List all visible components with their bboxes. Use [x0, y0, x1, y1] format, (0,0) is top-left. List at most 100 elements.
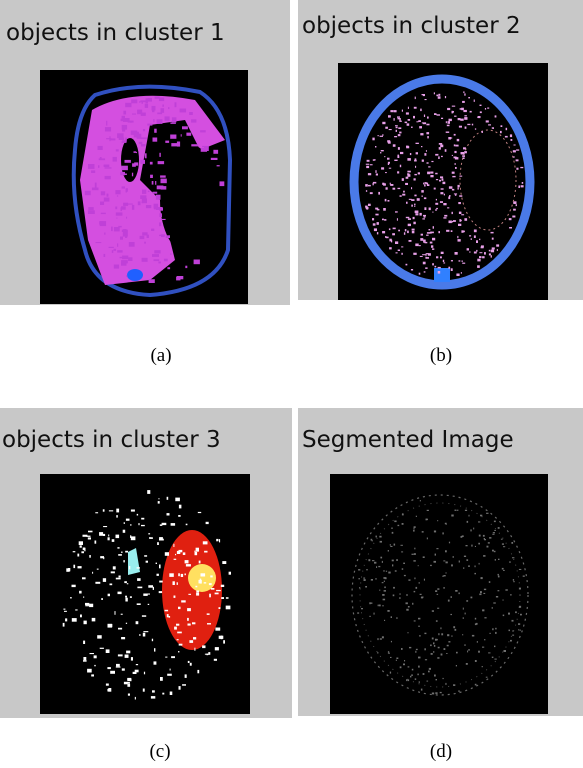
speckle [482, 256, 485, 258]
speckle [403, 664, 405, 666]
speckle [189, 112, 193, 115]
speckle [78, 566, 82, 568]
speckle [498, 576, 500, 578]
speckle [388, 572, 390, 574]
speckle [439, 180, 441, 182]
speckle [395, 241, 398, 244]
speckle [464, 151, 467, 153]
speckle [471, 597, 473, 599]
speckle [104, 254, 106, 257]
speckle [385, 172, 387, 173]
speckle [382, 582, 384, 583]
speckle [415, 166, 416, 168]
speckle [121, 614, 123, 615]
speckle [431, 245, 433, 248]
speckle [487, 108, 489, 109]
speckle [454, 151, 456, 153]
speckle [429, 208, 431, 211]
speckle [438, 271, 441, 274]
speckle [418, 657, 421, 659]
speckle [204, 582, 207, 583]
speckle [427, 184, 430, 186]
speckle [455, 167, 457, 169]
speckle [509, 218, 512, 220]
speckle [418, 666, 420, 668]
speckle [100, 221, 106, 226]
speckle [378, 605, 379, 607]
speckle [402, 568, 404, 570]
speckle [474, 230, 477, 233]
speckle [179, 550, 183, 552]
speckle [423, 183, 424, 185]
speckle [206, 654, 208, 656]
speckle [117, 250, 122, 252]
speckle [523, 576, 525, 577]
speckle [423, 240, 424, 243]
speckle [366, 164, 369, 165]
speckle [436, 95, 438, 97]
speckle [482, 131, 483, 133]
speckle [161, 234, 165, 237]
speckle [425, 242, 428, 243]
speckle [457, 139, 460, 141]
speckle [431, 653, 433, 655]
speckle [455, 163, 456, 165]
speckle [201, 573, 206, 576]
speckle [105, 176, 111, 179]
speckle [158, 161, 165, 164]
speckle [408, 632, 409, 633]
speckle [388, 162, 390, 164]
speckle [394, 521, 396, 523]
speckle [400, 593, 401, 595]
speckle [81, 551, 84, 553]
speckle [125, 234, 127, 238]
caption: (d) [430, 741, 452, 762]
speckle [454, 134, 456, 136]
speckle [202, 645, 205, 648]
speckle [406, 202, 408, 204]
speckle [391, 528, 392, 529]
speckle [435, 209, 436, 211]
speckle [407, 158, 411, 161]
speckle [178, 573, 180, 576]
speckle [414, 578, 415, 580]
speckle [357, 612, 359, 613]
speckle [445, 550, 447, 552]
speckle [126, 188, 128, 192]
speckle [375, 214, 378, 216]
speckle [460, 119, 463, 121]
speckle [429, 668, 431, 670]
speckle [129, 242, 135, 247]
speckle [436, 620, 438, 622]
speckle [458, 690, 459, 692]
speckle [104, 233, 105, 235]
speckle [452, 189, 454, 191]
speckle [366, 190, 367, 192]
speckle [516, 168, 518, 170]
speckle [382, 219, 384, 221]
speckle [113, 566, 116, 569]
speckle [489, 581, 491, 583]
speckle [427, 136, 429, 138]
speckle [99, 158, 105, 160]
speckle [381, 167, 384, 169]
speckle [463, 157, 465, 159]
speckle [493, 602, 496, 603]
speckle [92, 618, 96, 622]
speckle [222, 561, 226, 564]
speckle [127, 204, 133, 205]
speckle [408, 579, 410, 580]
speckle [118, 592, 122, 595]
speckle [171, 523, 176, 526]
speckle [101, 191, 105, 195]
speckle [518, 186, 520, 189]
speckle [366, 166, 369, 168]
speckle [196, 593, 199, 596]
speckle [198, 512, 201, 513]
speckle [446, 523, 447, 525]
speckle [223, 640, 225, 643]
speckle [451, 260, 453, 261]
speckle [440, 192, 443, 194]
speckle [440, 256, 442, 258]
speckle [120, 237, 123, 240]
